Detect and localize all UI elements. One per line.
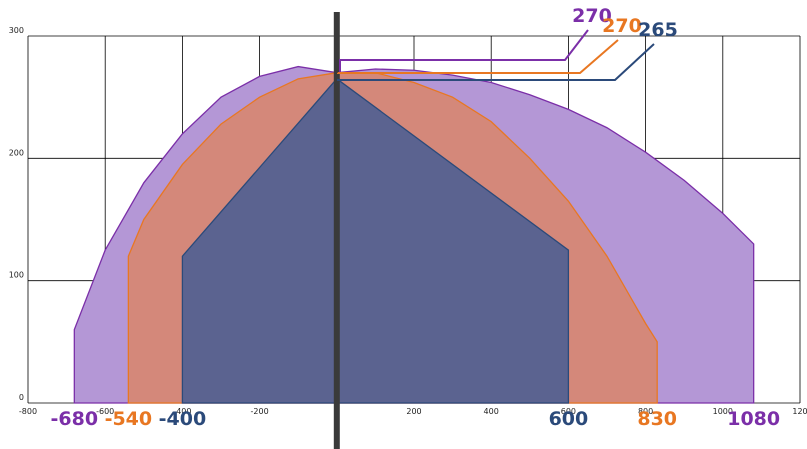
x-tick-label: 1000	[713, 407, 733, 416]
areas	[73, 65, 755, 404]
y-tick-label: 100	[9, 271, 24, 280]
callout-line	[339, 29, 589, 73]
callout-label: 270	[602, 15, 642, 37]
x-end-label: 1080	[727, 408, 780, 430]
x-tick-label: 400	[484, 407, 499, 416]
y-tick-label: 0	[19, 393, 24, 402]
x-tick-label: 800	[638, 407, 653, 416]
x-end-label: -540	[105, 408, 153, 430]
x-tick-label: -600	[96, 407, 114, 416]
x-tick-label: 120	[792, 407, 807, 416]
callout-label: 270	[572, 5, 612, 27]
y-tick-label: 300	[9, 26, 24, 35]
x-tick-label: 600	[561, 407, 576, 416]
area	[181, 77, 570, 404]
x-end-label: 600	[549, 408, 589, 430]
foreground: 0100200300-800-600-400-20002004006008001…	[9, 5, 807, 449]
x-tick-label: -400	[173, 407, 191, 416]
x-end-label: -400	[159, 408, 207, 430]
x-tick-label: -800	[19, 407, 37, 416]
callout-label: 265	[638, 19, 678, 41]
x-end-label: 830	[637, 408, 677, 430]
x-tick-label: -200	[251, 407, 269, 416]
callout-line	[337, 43, 655, 81]
y-tick-label: 200	[9, 148, 24, 157]
x-tick-label: 200	[406, 407, 421, 416]
x-end-label: -680	[51, 408, 99, 430]
callout-line	[337, 39, 619, 74]
